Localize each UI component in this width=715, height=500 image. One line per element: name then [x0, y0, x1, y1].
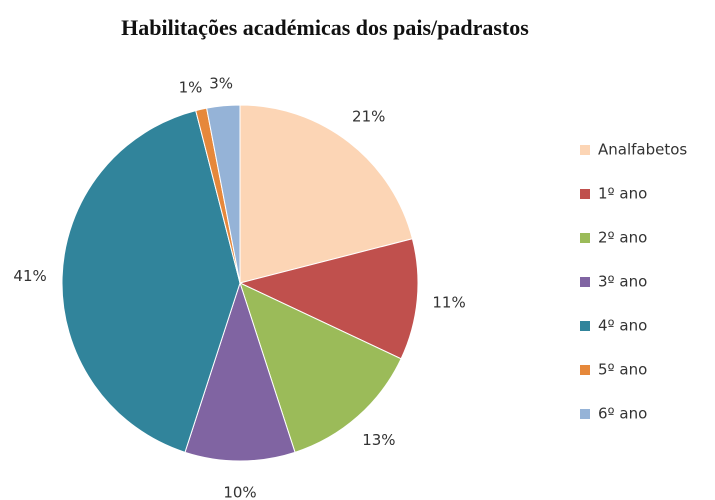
legend-label: Analfabetos [598, 141, 687, 159]
legend-swatch [580, 365, 590, 375]
data-label: 13% [362, 431, 395, 449]
data-label: 11% [432, 293, 465, 311]
data-label: 41% [13, 267, 46, 285]
legend-swatch [580, 145, 590, 155]
data-label: 21% [352, 108, 385, 126]
legend-label: 1º ano [598, 185, 647, 203]
legend-swatch [580, 277, 590, 287]
legend-swatch [580, 189, 590, 199]
legend-label: 5º ano [598, 361, 647, 379]
pie-slice [206, 104, 241, 284]
pie-slice [61, 109, 241, 453]
data-label: 1% [179, 78, 203, 96]
chart-title: Habilitações académicas dos pais/padrast… [121, 15, 529, 40]
legend-swatch [580, 409, 590, 419]
data-label: 3% [209, 74, 233, 92]
pie-slice [184, 281, 296, 462]
legend-label: 3º ano [598, 273, 647, 291]
pie-slice [239, 104, 414, 284]
data-label: 10% [223, 484, 256, 500]
pie-slice [238, 238, 419, 360]
legend-label: 2º ano [598, 229, 647, 247]
legend-label: 4º ano [598, 317, 647, 335]
legend-swatch [580, 321, 590, 331]
legend-label: 6º ano [598, 405, 647, 423]
legend-swatch [580, 233, 590, 243]
pie-slice [239, 282, 402, 453]
